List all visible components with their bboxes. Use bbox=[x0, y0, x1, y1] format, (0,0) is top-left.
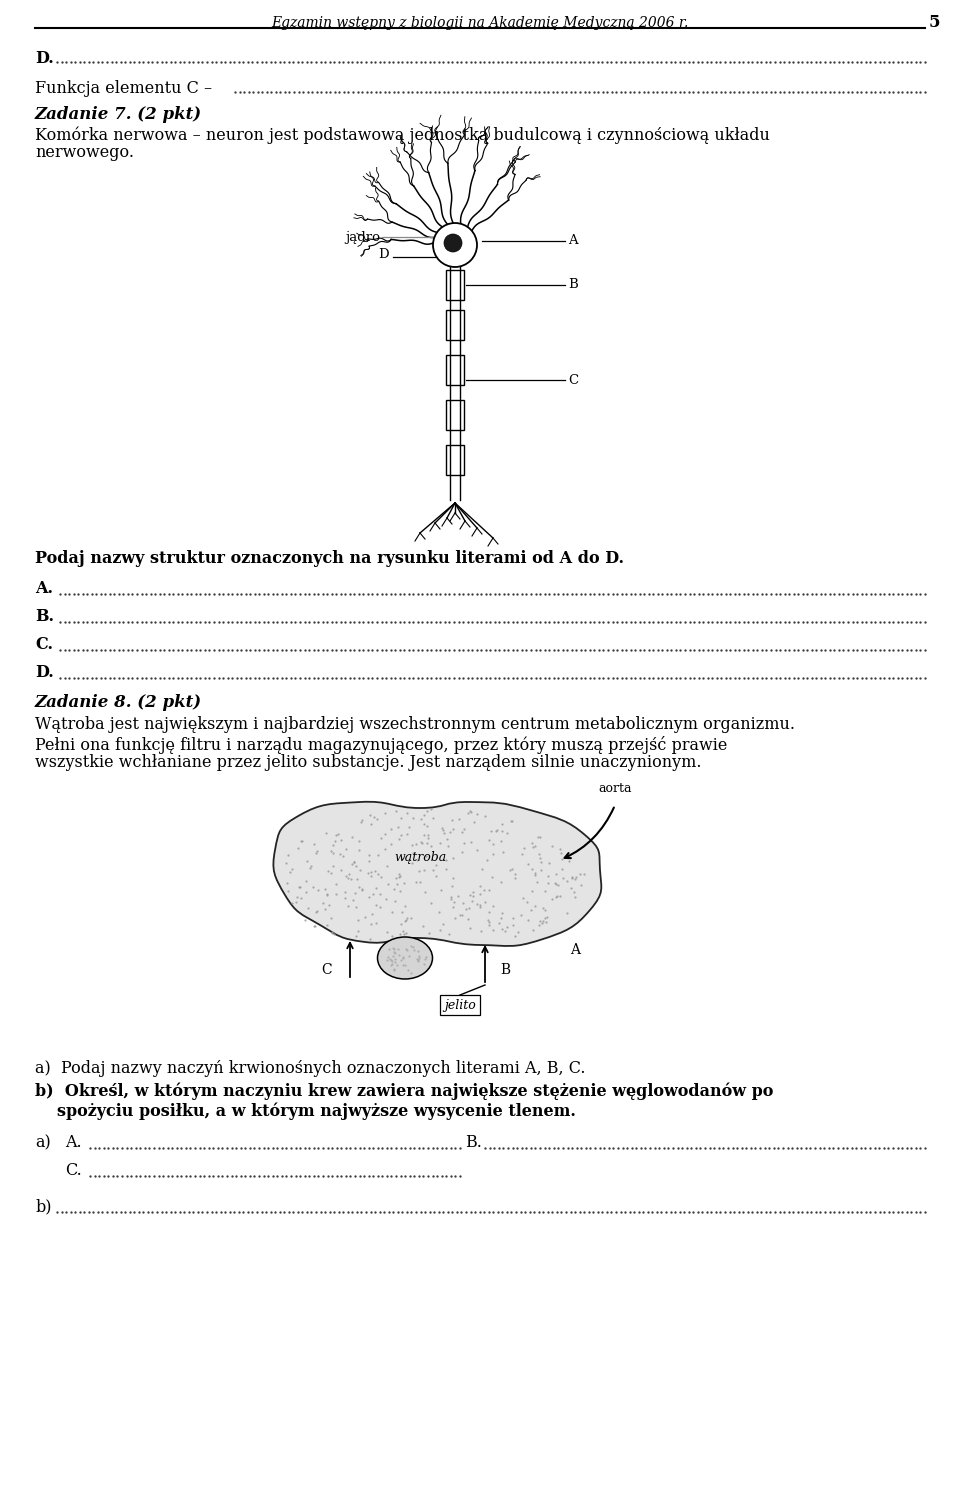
Text: aorta: aorta bbox=[598, 782, 632, 795]
Text: jądro: jądro bbox=[345, 231, 380, 244]
Text: B: B bbox=[500, 963, 510, 977]
Text: Podaj nazwy struktur oznaczonych na rysunku literami od A do D.: Podaj nazwy struktur oznaczonych na rysu… bbox=[35, 550, 624, 568]
Text: a)  Podaj nazwy naczyń krwionośnych oznaczonych literami A, B, C.: a) Podaj nazwy naczyń krwionośnych oznac… bbox=[35, 1061, 586, 1077]
Text: C: C bbox=[322, 963, 332, 977]
Text: D.: D. bbox=[35, 49, 54, 67]
PathPatch shape bbox=[274, 801, 601, 947]
Text: 5: 5 bbox=[928, 13, 940, 31]
Ellipse shape bbox=[377, 938, 433, 980]
Text: spożyciu posiłku, a w którym najwyższe wysycenie tlenem.: spożyciu posiłku, a w którym najwyższe w… bbox=[57, 1103, 576, 1119]
Text: a): a) bbox=[35, 1134, 51, 1150]
Text: jelito: jelito bbox=[444, 999, 476, 1011]
Text: Zadanie 8. (2 pkt): Zadanie 8. (2 pkt) bbox=[35, 694, 203, 712]
Text: Komórka nerwowa – neuron jest podstawową jednostką budulcową i czynnościową ukła: Komórka nerwowa – neuron jest podstawową… bbox=[35, 126, 770, 144]
Text: A.: A. bbox=[65, 1134, 82, 1150]
Text: A.: A. bbox=[35, 580, 53, 598]
Bar bbox=[446, 310, 464, 340]
Text: C: C bbox=[568, 373, 578, 386]
Text: wątroba: wątroba bbox=[394, 851, 446, 864]
Text: nerwowego.: nerwowego. bbox=[35, 144, 134, 160]
Text: b)  Określ, w którym naczyniu krew zawiera największe stężenie węglowodanów po: b) Określ, w którym naczyniu krew zawier… bbox=[35, 1082, 774, 1100]
Circle shape bbox=[444, 234, 462, 252]
Text: C.: C. bbox=[65, 1162, 82, 1179]
Text: Pełni ona funkcję filtru i narządu magazynującego, przez który muszą przejść pra: Pełni ona funkcję filtru i narządu magaz… bbox=[35, 736, 728, 753]
Circle shape bbox=[433, 223, 477, 267]
Text: Funkcja elementu C –: Funkcja elementu C – bbox=[35, 79, 212, 97]
Text: wszystkie wchłaniane przez jelito substancje. Jest narządem silnie unaczynionym.: wszystkie wchłaniane przez jelito substa… bbox=[35, 753, 702, 771]
Text: D: D bbox=[378, 249, 389, 262]
Text: Wątroba jest największym i najbardziej wszechstronnym centrum metabolicznym orga: Wątroba jest największym i najbardziej w… bbox=[35, 716, 795, 733]
Text: A: A bbox=[570, 944, 580, 957]
Bar bbox=[446, 445, 464, 475]
Bar bbox=[446, 400, 464, 430]
Text: D.: D. bbox=[35, 664, 54, 682]
Text: B: B bbox=[568, 279, 578, 292]
Bar bbox=[446, 355, 464, 385]
Bar bbox=[446, 270, 464, 300]
Text: C.: C. bbox=[35, 637, 53, 653]
Text: B.: B. bbox=[465, 1134, 482, 1150]
Text: A: A bbox=[568, 235, 578, 247]
Text: B.: B. bbox=[35, 608, 54, 625]
Text: Zadanie 7. (2 pkt): Zadanie 7. (2 pkt) bbox=[35, 106, 203, 123]
Text: b): b) bbox=[35, 1198, 52, 1215]
Text: Egzamin wstępny z biologii na Akademię Medyczną 2006 r.: Egzamin wstępny z biologii na Akademię M… bbox=[272, 16, 688, 30]
